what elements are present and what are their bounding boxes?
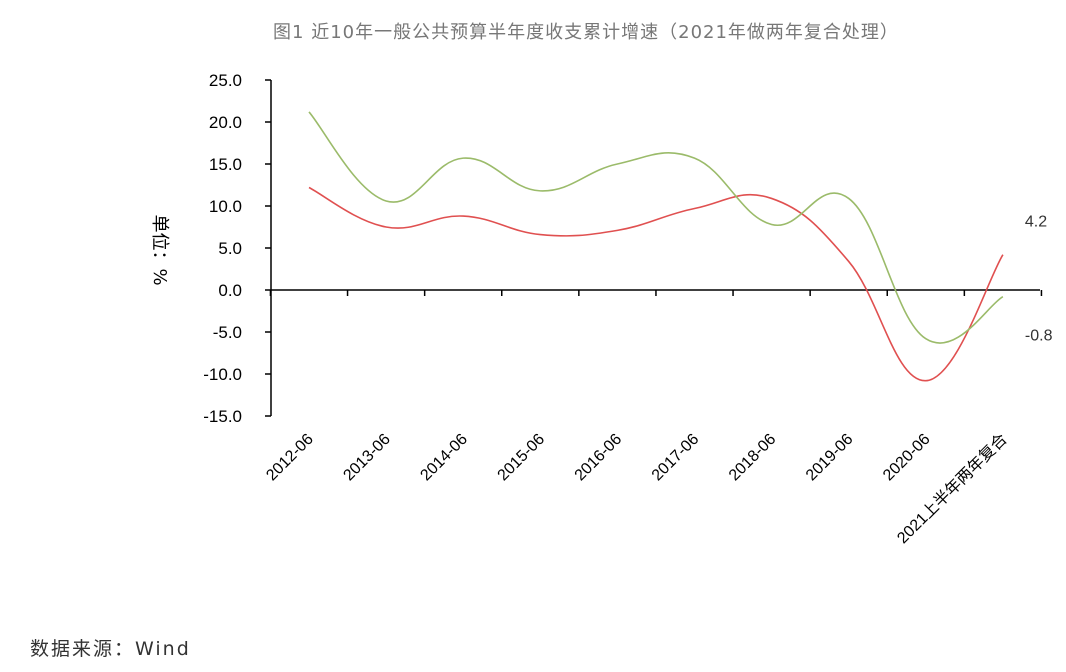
y-tick-label: 5.0 bbox=[218, 239, 242, 258]
end-labels: 4.2 -0.8 bbox=[1025, 214, 1053, 345]
y-tick-labels: 25.0 20.0 15.0 10.0 5.0 0.0 -5.0 -10.0 -15.0 bbox=[203, 71, 242, 426]
x-tick-labels: 2012-06 2013-06 2014-06 2015-06 2016-06 2017-… bbox=[263, 430, 1010, 547]
x-tick-label: 2017-06 bbox=[649, 431, 703, 485]
y-tick-label: 25.0 bbox=[209, 71, 242, 90]
x-tick-label: 2014-06 bbox=[417, 431, 471, 485]
y-tick-label: 0.0 bbox=[218, 281, 242, 300]
series-line-red bbox=[308, 186, 1004, 382]
end-data-label: 4.2 bbox=[1025, 214, 1047, 231]
y-tick-label: 15.0 bbox=[209, 155, 242, 174]
x-tick-label: 2019-06 bbox=[803, 431, 857, 485]
y-tick-label: -15.0 bbox=[203, 407, 242, 426]
x-tick-label: 2016-06 bbox=[572, 431, 626, 485]
series-lines bbox=[308, 111, 1004, 382]
x-tick-label: 2015-06 bbox=[495, 431, 549, 485]
x-tick-label: 2012-06 bbox=[263, 431, 317, 485]
axes bbox=[265, 79, 1043, 417]
x-tick-label: 2018-06 bbox=[726, 431, 780, 485]
x-tick-label: 2020-06 bbox=[880, 431, 934, 485]
x-tick-label: 2013-06 bbox=[340, 431, 394, 485]
y-tick-label: 20.0 bbox=[209, 113, 242, 132]
end-data-label: -0.8 bbox=[1025, 328, 1053, 345]
y-axis-label: 单位：% bbox=[149, 214, 170, 285]
y-tick-label: -10.0 bbox=[203, 365, 242, 384]
chart-title: 图1 近10年一般公共预算半年度收支累计增速（2021年做两年复合处理） bbox=[273, 22, 899, 43]
y-axis-title: 单位：% bbox=[149, 214, 170, 285]
y-tick-label: 10.0 bbox=[209, 197, 242, 216]
series-line-green bbox=[308, 111, 1004, 344]
y-tick-label: -5.0 bbox=[213, 323, 242, 342]
data-source: 数据来源：Wind bbox=[30, 638, 191, 660]
